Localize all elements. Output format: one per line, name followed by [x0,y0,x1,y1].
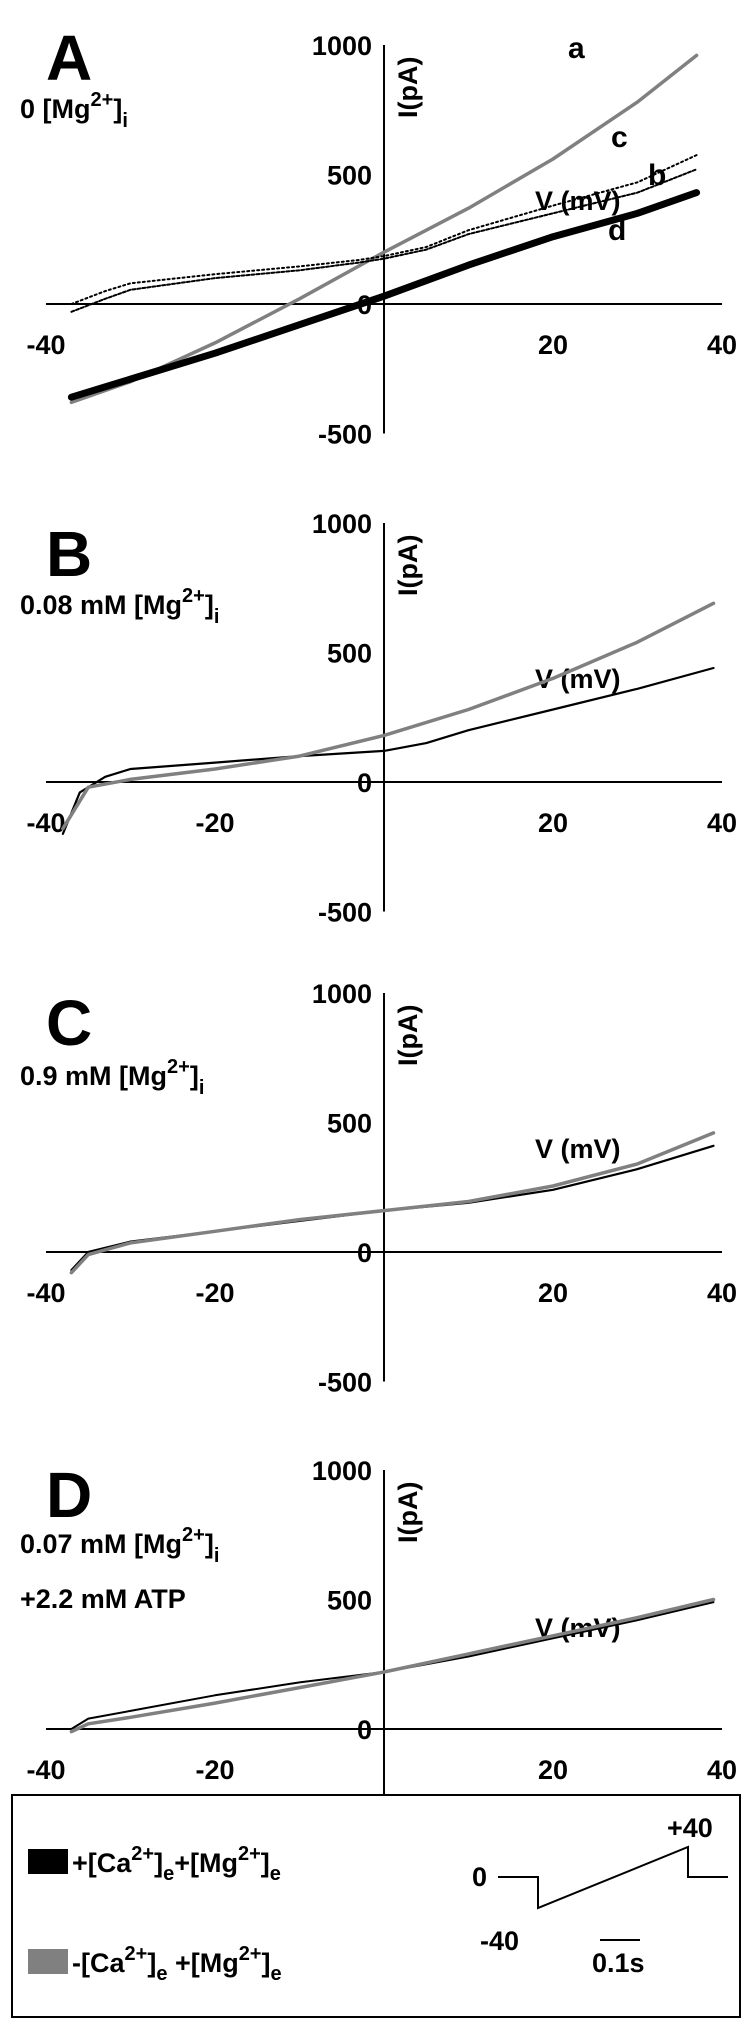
legend-label-gray: -[Ca2+]e +[Mg2+]e [72,1943,282,1985]
protocol-trace [498,1845,728,1910]
y-tick-label: 1000 [312,31,372,61]
y-tick-label: 1000 [312,1456,372,1486]
y-tick-label: -500 [318,420,372,450]
panel-c: C0.9 mM [Mg2+]i I(pA) V (mV) 1000 500 0 -500 -4… [20,979,737,1398]
protocol-hold-label: 0 [472,1862,487,1892]
curve-label-a: a [568,32,585,65]
condition-label-line2: +2.2 mM ATP [20,1584,186,1614]
y-tick-label: 1000 [312,509,372,539]
x-tick-label: -40 [26,808,65,838]
legend-frame [11,1794,741,2018]
y-tick-label: 500 [327,1586,372,1616]
panel-letter: C [46,987,92,1059]
y-tick-label: 0 [357,1238,372,1268]
legend-swatch-black [28,1849,68,1874]
curve-label-d: d [608,214,626,247]
panel-letter: D [46,1459,92,1531]
series-line-2 [61,601,716,831]
y-tick-label: -500 [318,898,372,928]
series-line-2 [69,1131,716,1275]
y-axis-label: I(pA) [393,1005,423,1066]
condition-label: 0.9 mM [Mg2+]i [20,1056,204,1099]
x-tick-label: -20 [195,1278,234,1308]
legend-label-black: +[Ca2+]e+[Mg2+]e [72,1843,281,1885]
y-axis-label: I(pA) [393,535,423,596]
x-tick-label: -40 [26,1755,65,1785]
curve-label-b: b [648,159,666,192]
x-tick-label: 20 [538,1278,568,1308]
x-axis-label: V (mV) [535,1134,621,1164]
x-tick-label: 40 [707,1278,737,1308]
y-tick-label: -500 [318,1368,372,1398]
x-tick-label: 40 [707,808,737,838]
series-line-1 [61,666,715,835]
y-axis-label: I(pA) [393,1482,423,1543]
y-tick-label: 500 [327,639,372,669]
legend-swatch-gray [28,1949,68,1974]
y-tick-label: 500 [327,1109,372,1139]
y-tick-label: 0 [357,1715,372,1745]
protocol-start-label: -40 [480,1926,519,1956]
series-line-2 [69,1597,716,1734]
curve-label-c: c [611,121,628,154]
condition-label: 0.07 mM [Mg2+]i [20,1524,219,1567]
x-tick-label: 40 [707,1755,737,1785]
condition-label: 0.08 mM [Mg2+]i [20,585,219,628]
panel-letter: A [46,22,92,94]
x-tick-label: -20 [195,1755,234,1785]
condition-label: 0 [Mg2+]i [20,89,128,132]
panel-b: B0.08 mM [Mg2+]iI(pA)V (mV)10005000-500-… [20,509,737,928]
series-line-b [70,168,698,313]
protocol-scalebar-label: 0.1s [592,1948,645,1978]
y-tick-label: 1000 [312,979,372,1009]
y-tick-label: 0 [357,768,372,798]
x-tick-label: 20 [538,808,568,838]
panel-letter: B [46,518,92,590]
x-tick-label: 40 [707,330,737,360]
y-tick-label: 500 [327,161,372,191]
y-axis-label: I(pA) [393,57,423,118]
x-tick-label: 20 [538,1755,568,1785]
series-line-d [67,189,701,401]
protocol-end-label: +40 [667,1813,713,1843]
x-tick-label: -40 [26,1278,65,1308]
series-line-1 [70,1601,715,1730]
legend: +[Ca2+]e+[Mg2+]e -[Ca2+]e +[Mg2+]e 0 -40… [11,1794,741,2018]
x-tick-label: -20 [195,808,234,838]
x-tick-label: -40 [26,330,65,360]
series-line-c [70,154,698,305]
x-tick-label: 20 [538,330,568,360]
voltage-protocol: 0 -40 +40 0.1s [472,1813,728,1978]
